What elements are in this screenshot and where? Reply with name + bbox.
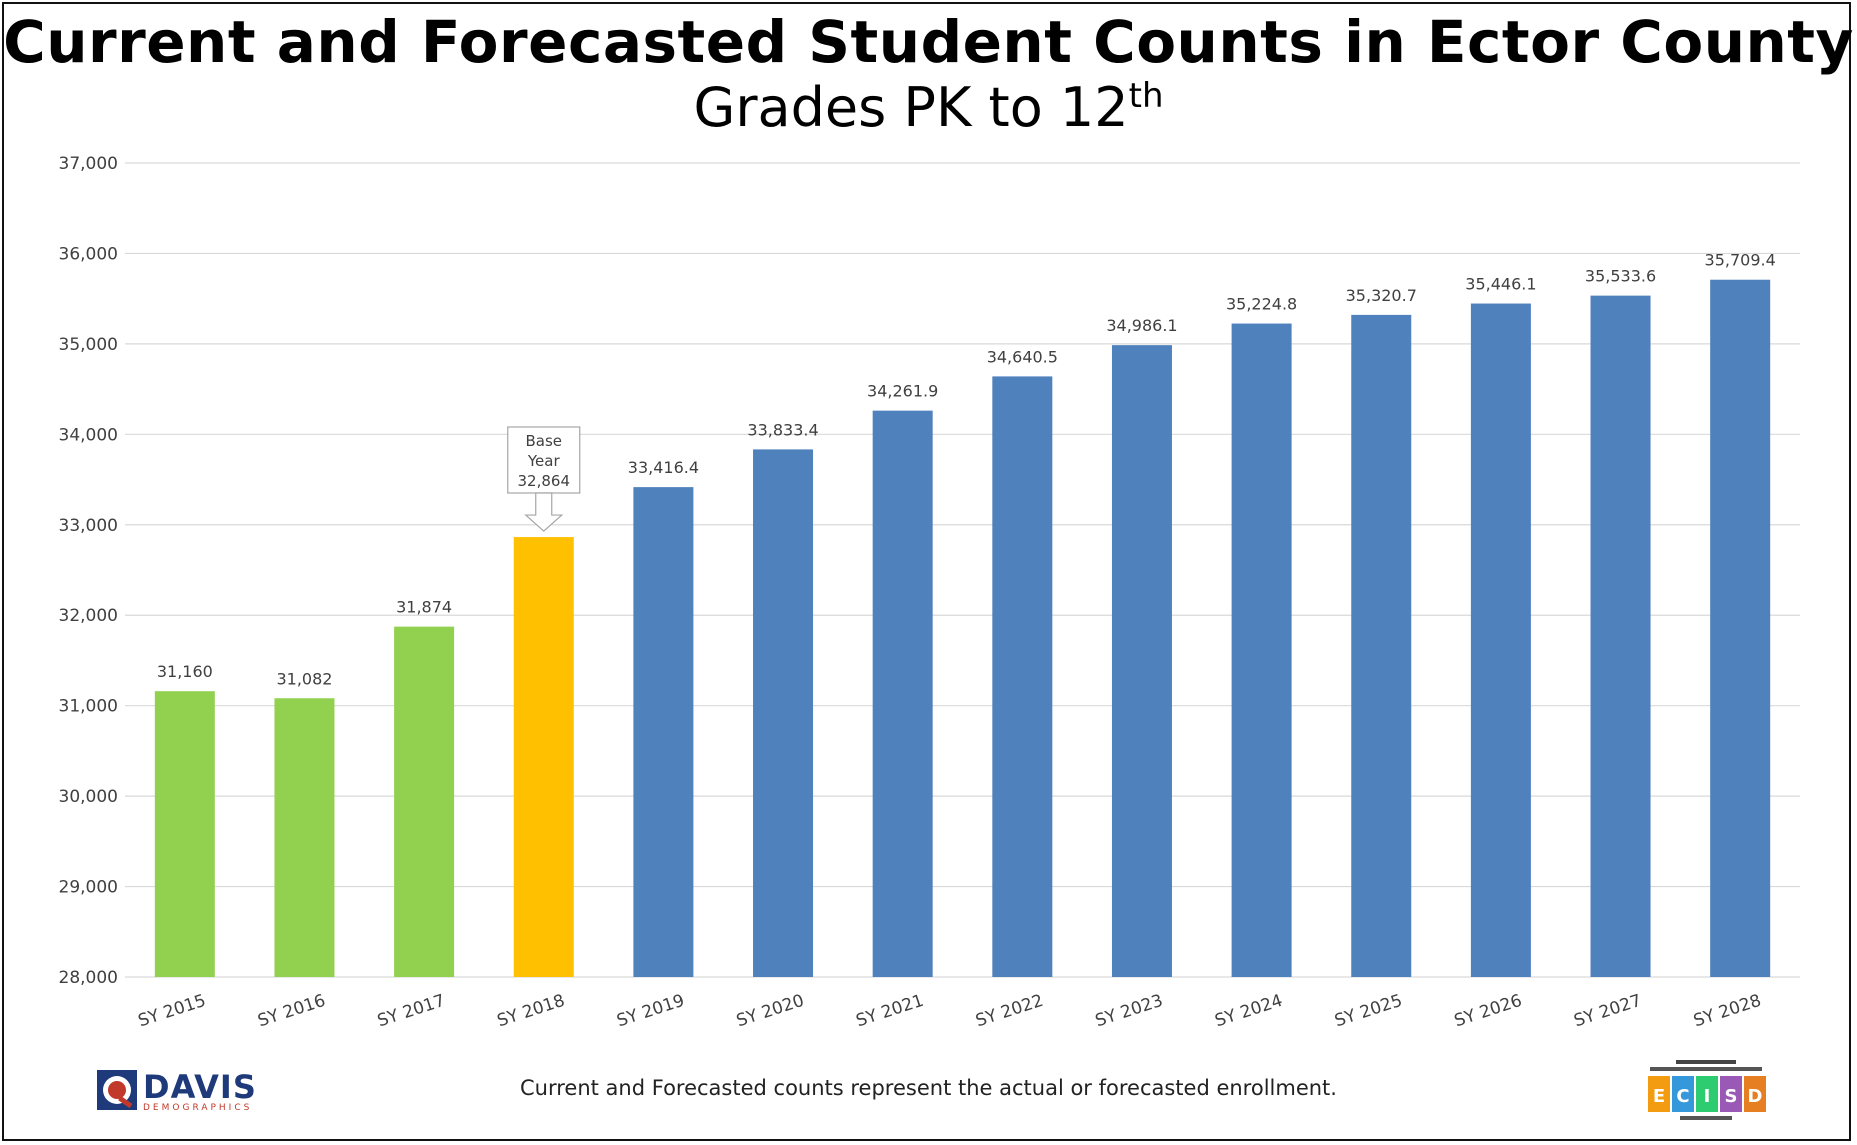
subtitle-main: Grades PK to 12 xyxy=(693,76,1129,139)
ecisd-logo-top-text xyxy=(1676,1060,1736,1064)
x-category-label: SY 2015 xyxy=(136,991,209,1032)
data-label: 35,224.8 xyxy=(1226,295,1297,314)
bar xyxy=(1710,279,1771,977)
davis-demographics-logo: DAVIS DEMOGRAPHICS xyxy=(95,1068,265,1114)
x-category-label: SY 2021 xyxy=(854,991,927,1032)
callout-box xyxy=(507,426,581,494)
data-label: 35,533.6 xyxy=(1585,267,1656,286)
data-label: 33,833.4 xyxy=(747,420,818,439)
x-axis-category-labels: SY 2015 SY 2016 SY 2017 SY 2018 SY 2019 SY 20… xyxy=(136,991,1764,1032)
data-label: 33,416.4 xyxy=(628,458,699,477)
data-labels: 31,160 31,082 31,874 33,416.4 33,833.4 34,261… xyxy=(157,251,1776,689)
bar xyxy=(1111,345,1172,977)
ecisd-letter-tile xyxy=(1744,1076,1766,1112)
chart-subtitle: Grades PK to 12th xyxy=(0,76,1857,139)
bar xyxy=(753,449,814,977)
chart-title: Current and Forecasted Student Counts in… xyxy=(3,8,1854,76)
bars xyxy=(154,279,1771,977)
bar xyxy=(1351,314,1412,977)
data-label: 34,986.1 xyxy=(1106,316,1177,335)
bar xyxy=(394,626,455,977)
callout-text: 32,864 xyxy=(518,472,571,490)
x-category-label: SY 2016 xyxy=(255,991,328,1032)
x-category-label: SY 2019 xyxy=(614,991,687,1032)
y-tick-label: 36,000 xyxy=(59,244,118,264)
x-category-label: SY 2018 xyxy=(495,991,568,1032)
ecisd-logo-bottom-text xyxy=(1680,1116,1732,1120)
data-label: 35,709.4 xyxy=(1705,251,1776,270)
bar xyxy=(872,410,933,977)
ecisd-letter-tile xyxy=(1648,1076,1670,1112)
bar xyxy=(633,487,694,977)
ecisd-letter: D xyxy=(1748,1086,1763,1107)
bar xyxy=(1590,295,1651,977)
callout-text: Base xyxy=(525,432,562,450)
bar-chart: 28,000 29,000 30,000 31,000 32,000 33,000 34,0… xyxy=(59,154,1800,1032)
footnote: Current and Forecasted counts represent … xyxy=(520,1076,1337,1100)
ecisd-letter: I xyxy=(1704,1086,1711,1107)
y-tick-label: 32,000 xyxy=(59,606,118,626)
data-label: 31,874 xyxy=(396,598,452,617)
data-label: 35,446.1 xyxy=(1465,275,1536,294)
x-category-label: SY 2028 xyxy=(1691,991,1764,1032)
x-category-label: SY 2022 xyxy=(973,991,1046,1032)
ecisd-letter: C xyxy=(1676,1086,1689,1107)
y-tick-label: 35,000 xyxy=(59,335,118,355)
bar xyxy=(992,376,1053,977)
davis-logo-name: DAVIS xyxy=(143,1068,257,1106)
x-category-label: SY 2017 xyxy=(375,991,448,1032)
bar xyxy=(1231,323,1292,977)
ecisd-letter: S xyxy=(1725,1086,1738,1107)
data-label: 34,640.5 xyxy=(987,347,1058,366)
gridlines xyxy=(125,162,1800,978)
y-tick-label: 30,000 xyxy=(59,787,118,807)
y-tick-label: 33,000 xyxy=(59,516,118,536)
y-axis-tick-labels: 28,000 29,000 30,000 31,000 32,000 33,000 34,0… xyxy=(59,154,118,988)
ecisd-letter: E xyxy=(1653,1086,1665,1107)
callout-text: Year xyxy=(527,452,561,470)
x-category-label: SY 2025 xyxy=(1332,991,1405,1032)
y-tick-label: 37,000 xyxy=(59,154,118,174)
davis-logo-subtitle: DEMOGRAPHICS xyxy=(143,1103,253,1113)
y-tick-label: 34,000 xyxy=(59,425,118,445)
x-category-label: SY 2026 xyxy=(1452,991,1525,1032)
x-category-label: SY 2024 xyxy=(1213,991,1286,1032)
x-category-label: SY 2020 xyxy=(734,991,807,1032)
data-label: 31,082 xyxy=(276,669,332,688)
bar xyxy=(1470,303,1531,977)
callout-arrow xyxy=(524,492,564,532)
x-category-label: SY 2023 xyxy=(1093,991,1166,1032)
data-label: 31,160 xyxy=(157,662,213,681)
subtitle-superscript: th xyxy=(1128,76,1164,116)
data-label: 35,320.7 xyxy=(1346,286,1417,305)
y-tick-label: 28,000 xyxy=(59,968,118,988)
data-label: 34,261.9 xyxy=(867,382,938,401)
bar xyxy=(154,691,215,977)
ecisd-logo-district-text xyxy=(1650,1067,1762,1071)
y-tick-label: 31,000 xyxy=(59,697,118,717)
bar xyxy=(274,698,335,977)
ecisd-letter-tile xyxy=(1720,1076,1742,1112)
davis-logo-icon xyxy=(97,1070,137,1110)
ecisd-letter-tile xyxy=(1696,1076,1718,1112)
base-year-callout: Base Year 32,864 xyxy=(507,426,581,532)
bar xyxy=(513,537,574,977)
ecisd-letter-tile xyxy=(1672,1076,1694,1112)
x-category-label: SY 2027 xyxy=(1571,991,1644,1032)
y-tick-label: 29,000 xyxy=(59,878,118,898)
